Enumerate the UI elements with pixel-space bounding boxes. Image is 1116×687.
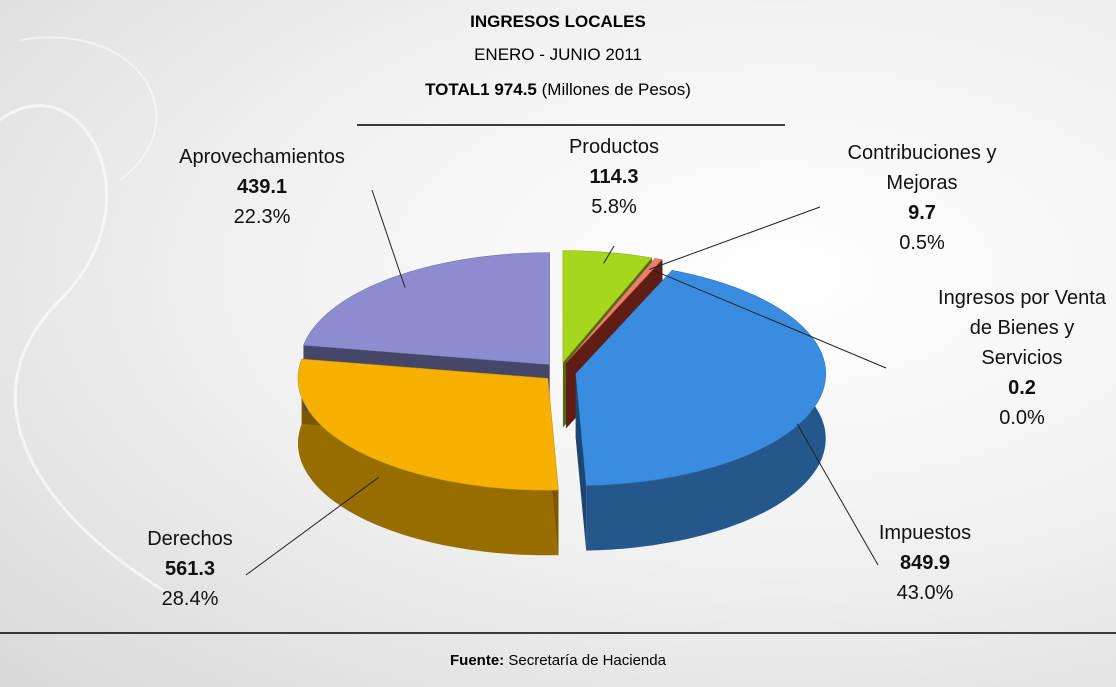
page: INGRESOS LOCALES ENERO - JUNIO 2011 TOTA… [0,0,1116,687]
source: Secretaría de Hacienda [508,652,666,669]
total-label: TOTAL1 974.5 [425,80,537,99]
value-label: 0.2 [927,373,1116,403]
value-label: 561.3 [110,554,270,584]
percent-label: 0.0% [927,403,1116,433]
category-label: Productos [534,132,694,162]
percent-label: 28.4% [110,584,270,614]
value-label: 9.7 [822,198,1022,228]
percent-label: 0.5% [822,228,1022,258]
category-label: Derechos [110,524,270,554]
slice-label: Ingresos por Venta de Bienes y Servicios… [927,283,1116,433]
value-label: 114.3 [534,162,694,192]
percent-label: 5.8% [534,192,694,222]
category-label: Aprovechamientos [142,142,382,172]
unit-label: (Millones de Pesos) [542,80,691,99]
source-label: Fuente: [450,652,504,669]
chart-subtitle: ENERO - JUNIO 2011 [0,45,1116,65]
value-label: 439.1 [142,172,382,202]
value-label: 849.9 [845,548,1005,578]
total-line: TOTAL1 974.5 (Millones de Pesos) [0,80,1116,100]
slice [304,253,550,365]
category-label: Ingresos por Venta de Bienes y Servicios [927,283,1116,373]
percent-label: 43.0% [845,578,1005,608]
category-label: Contribuciones y Mejoras [822,138,1022,198]
source-line: Fuente: Secretaría de Hacienda [0,652,1116,669]
chart-title: INGRESOS LOCALES [0,12,1116,32]
percent-label: 22.3% [142,202,382,232]
category-label: Impuestos [845,518,1005,548]
